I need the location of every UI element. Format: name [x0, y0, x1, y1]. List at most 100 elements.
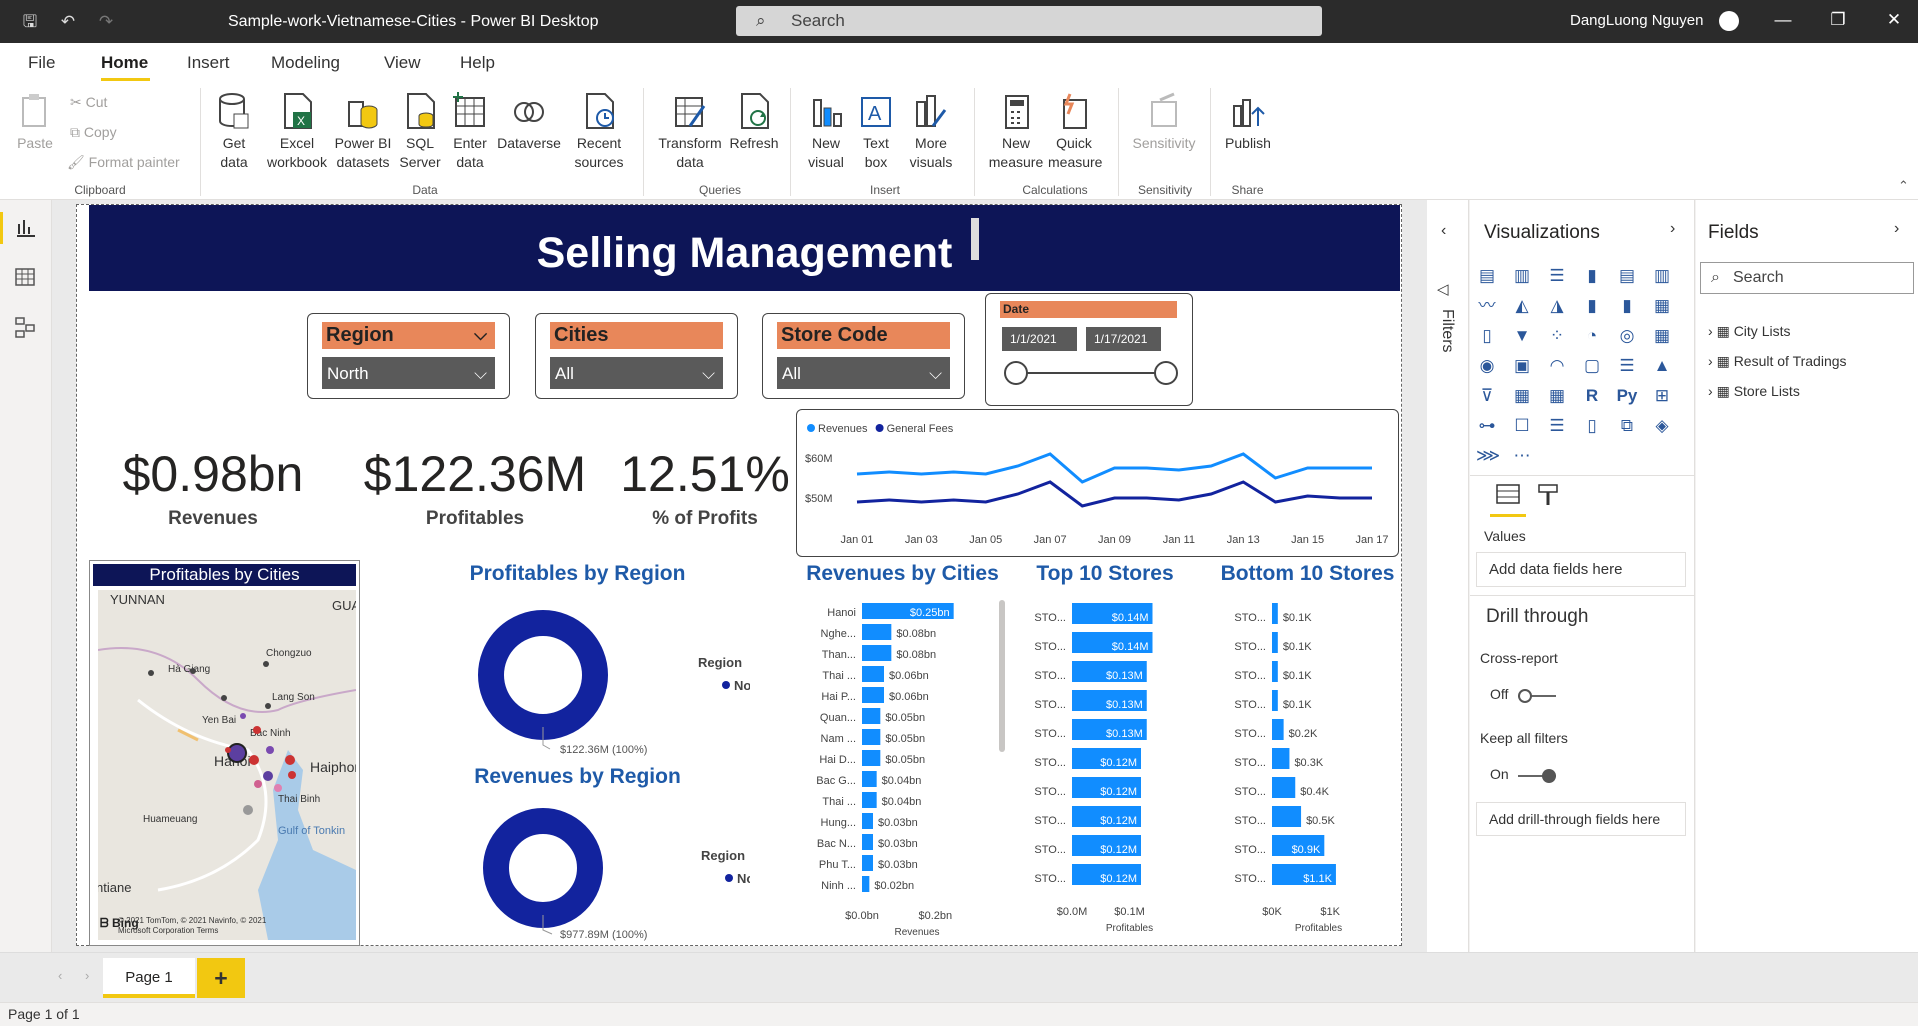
- bar[interactable]: [862, 603, 954, 619]
- scroll-left-icon[interactable]: ‹: [58, 968, 63, 983]
- menu-modeling[interactable]: Modeling: [271, 53, 340, 72]
- more-visuals-button[interactable]: More visuals: [900, 92, 962, 172]
- bar[interactable]: [1272, 835, 1325, 856]
- 100-bar-icon[interactable]: ▤: [1618, 266, 1636, 285]
- series-line-0[interactable]: [856, 452, 1372, 484]
- table-icon[interactable]: ▦: [1513, 386, 1531, 405]
- donut-slice-north[interactable]: [478, 610, 608, 740]
- bar[interactable]: [862, 792, 877, 808]
- bar[interactable]: [1272, 661, 1278, 682]
- treemap-icon[interactable]: ▦: [1653, 326, 1671, 345]
- bar[interactable]: [862, 729, 881, 745]
- excel-button[interactable]: X Excel workbook: [262, 92, 332, 172]
- scroll-right-icon[interactable]: ›: [85, 968, 90, 983]
- quick-measure-button[interactable]: Quick measure: [1048, 92, 1102, 172]
- line-icon[interactable]: 〰: [1478, 296, 1496, 315]
- map-terms-link[interactable]: Terms: [196, 926, 219, 935]
- store-dropdown[interactable]: All ⌵: [777, 357, 950, 389]
- filled-map-icon[interactable]: ▣: [1513, 356, 1531, 375]
- slicer-icon[interactable]: ⊽: [1480, 386, 1494, 405]
- bar[interactable]: [1072, 690, 1147, 711]
- bar[interactable]: [1072, 748, 1141, 769]
- gauge-icon[interactable]: ◠: [1549, 356, 1565, 375]
- bar[interactable]: [1272, 806, 1302, 827]
- cross-report-toggle[interactable]: [1518, 689, 1556, 703]
- chevron-right-icon[interactable]: ›: [1708, 323, 1713, 339]
- chevron-right-icon[interactable]: ›: [1708, 353, 1713, 369]
- bar[interactable]: [1272, 777, 1296, 798]
- city-bubble[interactable]: [249, 755, 259, 765]
- save-icon[interactable]: 🖫: [22, 12, 38, 31]
- bar[interactable]: [1072, 864, 1141, 885]
- date-start-input[interactable]: 1/1/2021: [1002, 327, 1077, 351]
- filters-label[interactable]: Filters: [1439, 309, 1456, 353]
- multi-card-icon[interactable]: ☰: [1619, 356, 1635, 375]
- scatter-icon[interactable]: ⁘: [1549, 326, 1565, 345]
- decomposition-icon[interactable]: ⊶: [1478, 416, 1496, 435]
- recent-sources-button[interactable]: Recent sources: [566, 92, 632, 172]
- bar[interactable]: [1072, 719, 1147, 740]
- 100-column-icon[interactable]: ▥: [1653, 266, 1671, 285]
- chevron-right-icon[interactable]: ›: [1670, 220, 1676, 237]
- stacked-column-icon[interactable]: ▥: [1513, 266, 1531, 285]
- copy-button[interactable]: ⧉ Copy: [70, 124, 117, 141]
- city-bubble[interactable]: [263, 661, 269, 667]
- r-visual-icon[interactable]: R: [1585, 386, 1599, 405]
- new-visual-button[interactable]: New visual: [800, 92, 852, 172]
- clustered-bar-icon[interactable]: ☰: [1549, 266, 1565, 285]
- chevron-right-icon[interactable]: ›: [1894, 220, 1900, 237]
- bar-chart-bottom-stores[interactable]: STO... $0.1K STO... $0.1K STO... $0.1K STO... $…: [1222, 595, 1402, 945]
- redo-icon[interactable]: ↷: [98, 12, 114, 31]
- menu-file[interactable]: File: [28, 53, 56, 72]
- drill-through-well[interactable]: Add drill-through fields here: [1476, 802, 1686, 836]
- ellipsis-icon[interactable]: ⋯: [1513, 446, 1531, 465]
- close-icon[interactable]: ✕: [1886, 10, 1902, 29]
- bar[interactable]: [862, 876, 870, 892]
- narrative-icon[interactable]: ☰: [1549, 416, 1565, 435]
- bar[interactable]: [862, 771, 877, 787]
- city-bubble[interactable]: [243, 805, 253, 815]
- more-visuals-icon[interactable]: ⋙: [1476, 446, 1501, 465]
- bar[interactable]: [862, 855, 873, 871]
- city-bubble[interactable]: [254, 780, 262, 788]
- bar[interactable]: [1072, 661, 1147, 682]
- field-table-store-lists[interactable]: › ▦ Store Lists: [1708, 383, 1800, 400]
- city-bubble[interactable]: [148, 670, 154, 676]
- keep-filters-toggle[interactable]: [1518, 769, 1556, 783]
- bar[interactable]: [862, 687, 884, 703]
- data-view-icon[interactable]: [14, 266, 36, 293]
- bar[interactable]: [862, 834, 873, 850]
- date-start-handle[interactable]: [1004, 361, 1028, 385]
- ribbon-icon[interactable]: ▦: [1653, 296, 1671, 315]
- avatar[interactable]: [1719, 11, 1739, 31]
- bar-chart-top-stores[interactable]: STO... $0.14M STO... $0.14M STO... $0.13M STO.…: [1025, 595, 1205, 945]
- minimize-icon[interactable]: —: [1774, 10, 1792, 29]
- cities-slicer[interactable]: Cities All ⌵: [535, 313, 738, 399]
- menu-insert[interactable]: Insert: [187, 53, 230, 72]
- donut-legend-item[interactable]: North: [734, 678, 750, 693]
- line-chart-card[interactable]: Revenues General Fees $60M $50M Jan 01 Jan 03…: [796, 409, 1399, 557]
- transform-data-button[interactable]: Transform data: [654, 92, 726, 172]
- donut-profitables[interactable]: $122.36M (100%) Region North: [470, 605, 750, 765]
- city-bubble[interactable]: [285, 755, 295, 765]
- bar[interactable]: [862, 666, 884, 682]
- date-end-input[interactable]: 1/17/2021: [1086, 327, 1161, 351]
- bar[interactable]: [1072, 777, 1141, 798]
- field-table-city-lists[interactable]: › ▦ City Lists: [1708, 323, 1790, 340]
- menu-help[interactable]: Help: [460, 53, 495, 72]
- model-view-icon[interactable]: [14, 316, 36, 343]
- bar-chart-scrollbar[interactable]: [999, 600, 1005, 752]
- map-icon[interactable]: ◉: [1479, 356, 1495, 375]
- bar[interactable]: [1272, 690, 1278, 711]
- donut-slice-north[interactable]: [483, 808, 603, 928]
- page-tab-1[interactable]: Page 1: [103, 958, 195, 998]
- bar[interactable]: [862, 708, 881, 724]
- city-bubble[interactable]: [274, 784, 282, 792]
- pbi-datasets-button[interactable]: Power BI datasets: [332, 92, 394, 172]
- collapse-ribbon-icon[interactable]: ⌃: [1898, 178, 1909, 193]
- bar[interactable]: [1072, 835, 1141, 856]
- city-bubble[interactable]: [263, 771, 273, 781]
- bar[interactable]: [1072, 632, 1153, 653]
- report-view-icon[interactable]: [14, 216, 36, 243]
- clustered-column-icon[interactable]: ▮: [1587, 266, 1597, 285]
